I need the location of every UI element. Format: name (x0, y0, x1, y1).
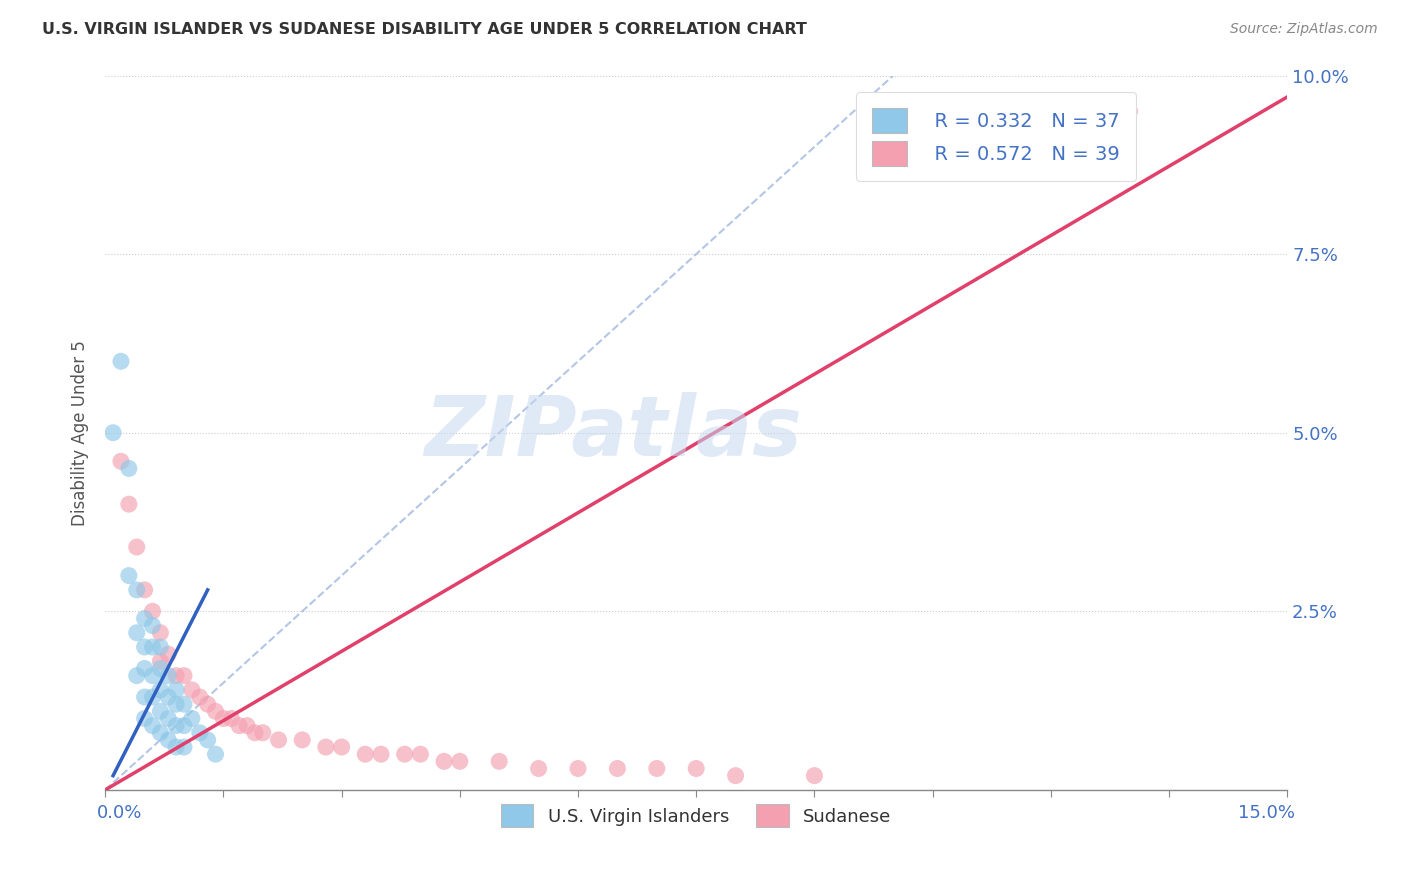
Point (149, 682, 172, 697)
Point (567, 762, 589, 776)
Point (125, 625, 148, 640)
Point (134, 582, 156, 597)
Point (157, 668, 180, 682)
Point (394, 747, 416, 762)
Point (165, 718, 187, 732)
Point (221, 711, 243, 725)
Text: ZIPatlas: ZIPatlas (425, 392, 803, 474)
Point (291, 732, 314, 747)
Point (173, 718, 195, 732)
Point (330, 740, 353, 755)
Point (803, 769, 825, 783)
Point (165, 682, 187, 697)
Point (204, 747, 226, 762)
Point (125, 582, 148, 597)
Point (134, 640, 156, 654)
Point (180, 682, 202, 697)
Point (157, 690, 180, 704)
Y-axis label: Disability Age Under 5: Disability Age Under 5 (72, 340, 89, 525)
Point (409, 747, 432, 762)
Point (354, 747, 377, 762)
Point (157, 732, 180, 747)
Point (134, 661, 156, 675)
Text: 15.0%: 15.0% (1239, 805, 1295, 822)
Point (134, 690, 156, 704)
Text: Source: ZipAtlas.com: Source: ZipAtlas.com (1230, 22, 1378, 37)
Point (197, 732, 219, 747)
Point (110, 354, 132, 368)
Point (173, 740, 195, 755)
Point (243, 725, 266, 739)
Point (188, 690, 211, 704)
Point (236, 718, 259, 732)
Point (165, 668, 187, 682)
Point (315, 740, 337, 755)
Point (724, 769, 747, 783)
Text: 0.0%: 0.0% (97, 805, 142, 822)
Point (149, 625, 172, 640)
Point (188, 725, 211, 739)
Point (197, 697, 219, 711)
Point (149, 640, 172, 654)
Point (180, 711, 202, 725)
Point (141, 668, 163, 682)
Point (149, 704, 172, 718)
Point (141, 640, 163, 654)
Point (141, 604, 163, 618)
Point (141, 690, 163, 704)
Point (204, 704, 226, 718)
Point (1118, 104, 1140, 119)
Point (125, 668, 148, 682)
Point (685, 762, 707, 776)
Point (173, 668, 195, 682)
Point (134, 611, 156, 625)
Point (149, 654, 172, 668)
Point (228, 718, 250, 732)
Point (118, 461, 141, 475)
Point (157, 711, 180, 725)
Point (118, 497, 141, 511)
Point (252, 725, 274, 739)
Point (149, 661, 172, 675)
Point (165, 740, 187, 755)
Point (433, 755, 456, 769)
Point (645, 762, 668, 776)
Point (212, 711, 235, 725)
Point (606, 762, 628, 776)
Point (173, 697, 195, 711)
Point (488, 755, 510, 769)
Point (165, 697, 187, 711)
Point (157, 647, 180, 661)
Point (267, 732, 290, 747)
Point (101, 425, 124, 440)
Point (125, 540, 148, 554)
Point (141, 718, 163, 732)
Legend: U.S. Virgin Islanders, Sudanese: U.S. Virgin Islanders, Sudanese (494, 797, 898, 835)
Point (118, 568, 141, 582)
Point (134, 711, 156, 725)
Point (527, 762, 550, 776)
Point (370, 747, 392, 762)
Point (449, 755, 471, 769)
Text: U.S. VIRGIN ISLANDER VS SUDANESE DISABILITY AGE UNDER 5 CORRELATION CHART: U.S. VIRGIN ISLANDER VS SUDANESE DISABIL… (42, 22, 807, 37)
Point (110, 454, 132, 468)
Point (149, 725, 172, 739)
Point (141, 618, 163, 632)
